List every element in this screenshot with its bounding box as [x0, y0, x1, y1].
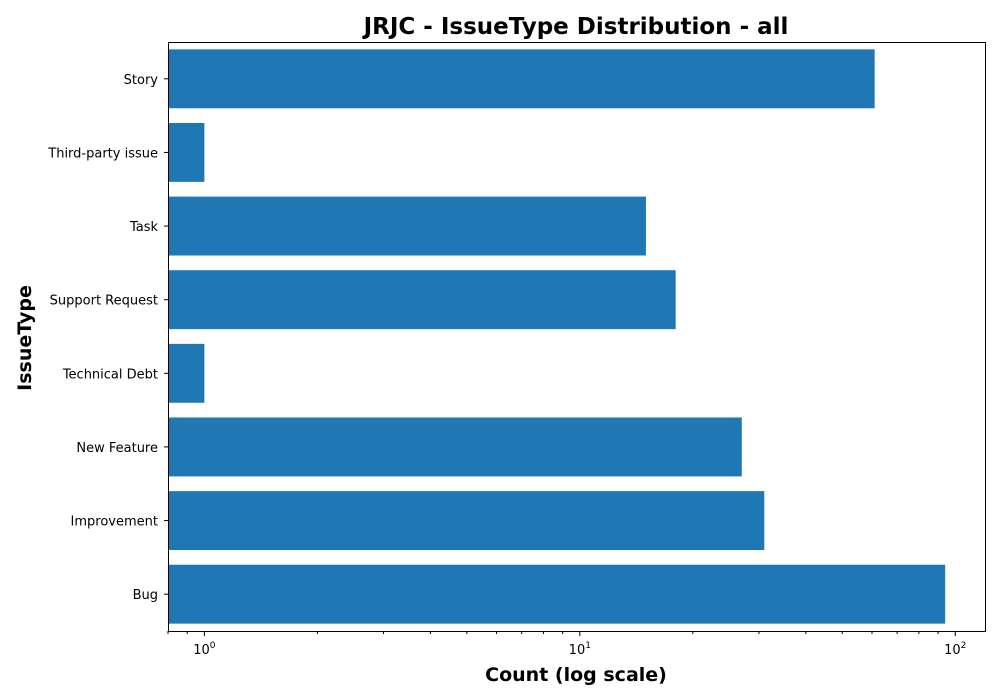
bar-bug	[169, 564, 946, 624]
x-tick-label: 100	[193, 641, 216, 658]
y-tick-label: New Feature	[76, 441, 158, 456]
y-axis-label: IssueType	[14, 285, 36, 391]
x-axis-ticks: 100 101 102	[167, 631, 966, 658]
y-axis-ticks: Bug Improvement New Feature Technical Debt S…	[47, 73, 168, 603]
bar-task	[169, 196, 646, 256]
y-tick-label: Task	[129, 220, 159, 235]
bar-technical-debt	[169, 343, 205, 403]
bar-improvement	[169, 491, 765, 551]
bar-support-request	[169, 270, 676, 330]
y-tick-label: Improvement	[71, 515, 158, 530]
bar-new-feature	[169, 417, 742, 477]
x-axis-label: Count (log scale)	[485, 664, 667, 686]
y-tick-label: Third-party issue	[47, 146, 158, 161]
y-tick-label: Story	[124, 73, 159, 88]
x-tick-label: 102	[944, 641, 966, 658]
bar-third-party-issue	[169, 122, 205, 182]
bar-story	[169, 49, 875, 109]
plot-frame	[168, 42, 986, 632]
y-tick-label: Technical Debt	[62, 367, 158, 382]
y-tick-label: Support Request	[50, 294, 158, 309]
x-tick-label: 101	[569, 641, 591, 658]
y-tick-label: Bug	[133, 588, 158, 603]
chart-title: JRJC - IssueType Distribution - all	[362, 14, 789, 40]
bars-group	[169, 49, 946, 624]
